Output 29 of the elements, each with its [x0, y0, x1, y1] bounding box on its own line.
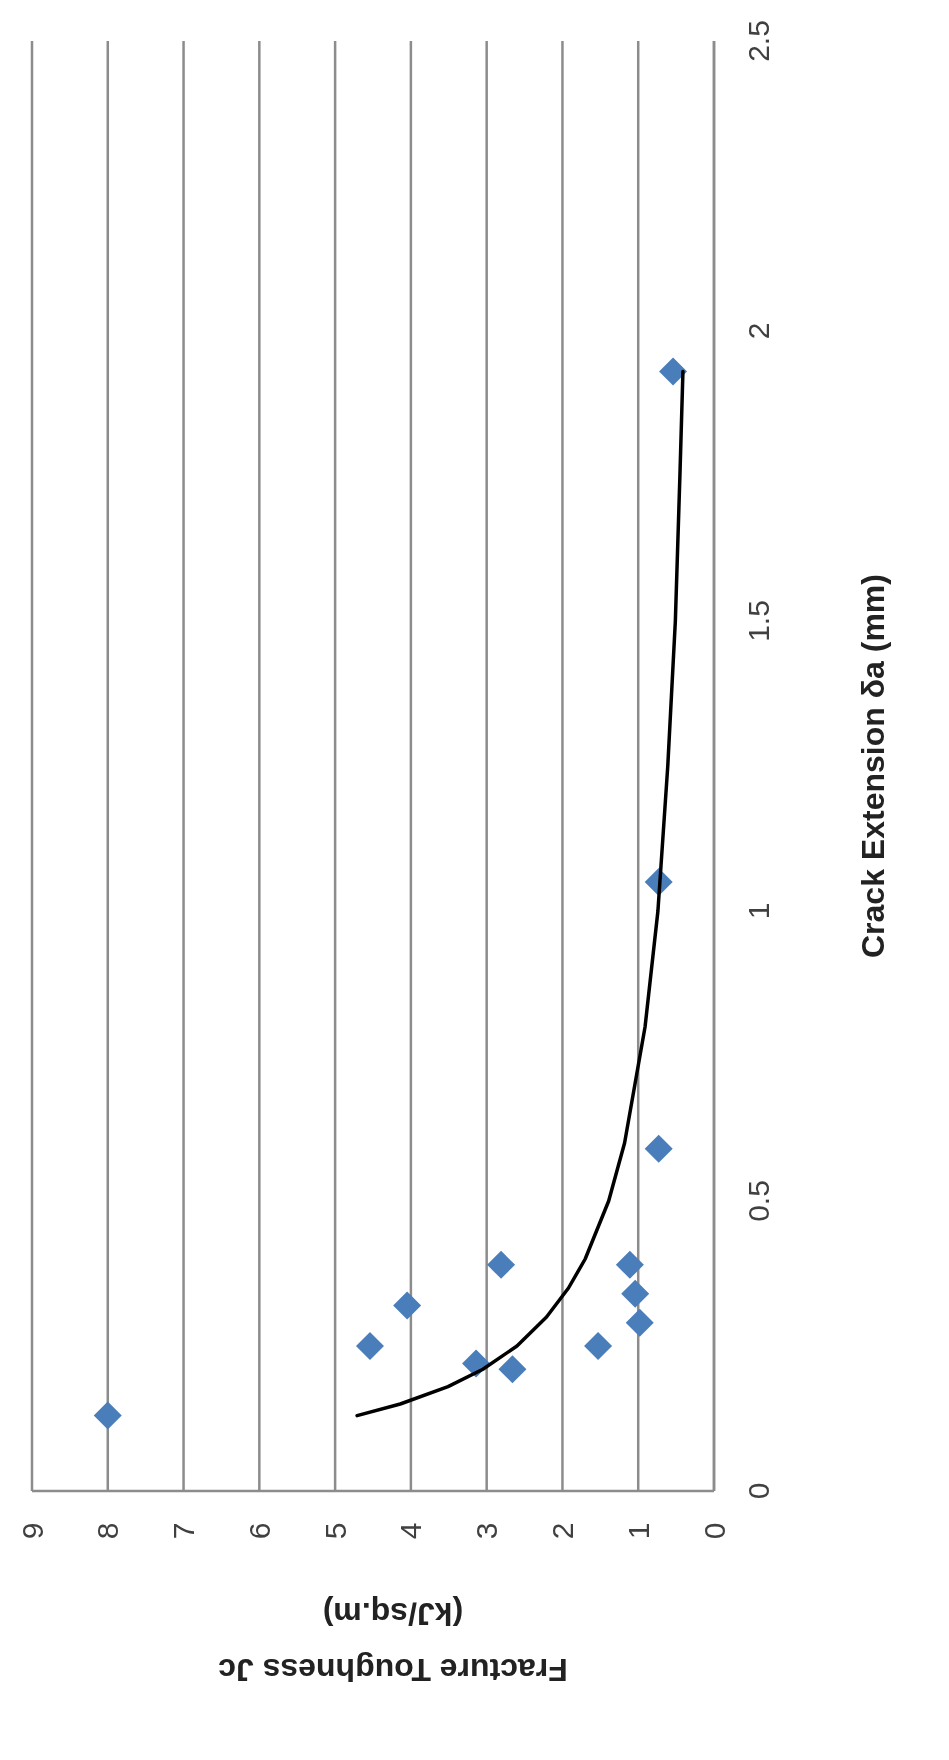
point — [615, 1250, 644, 1279]
y-tick-label: 0.5 — [741, 1180, 775, 1222]
x-tick-label: 4 — [394, 1522, 428, 1540]
y-tick-label: 1.5 — [741, 600, 775, 642]
x-tick-label: 7 — [167, 1522, 201, 1540]
y-tick-label: 2.5 — [741, 20, 775, 62]
point — [659, 357, 688, 386]
point — [355, 1332, 384, 1360]
y-tick-label: 0 — [741, 1482, 775, 1500]
point — [487, 1250, 516, 1279]
point — [93, 1401, 122, 1430]
x-tick-label: 1 — [621, 1522, 655, 1540]
x-axis-title: Fracture Toughness Jc (kJ/sq.m) — [218, 1596, 568, 1688]
x-tick-label: 6 — [242, 1522, 276, 1540]
point — [621, 1279, 650, 1308]
point — [584, 1332, 613, 1360]
x-tick-label: 9 — [15, 1522, 49, 1540]
x-tick-label: 2 — [545, 1522, 579, 1540]
x-tick-label: 3 — [470, 1522, 504, 1540]
x-tick-label: 8 — [91, 1522, 125, 1540]
x-tick-label: 0 — [697, 1522, 731, 1540]
point — [625, 1308, 654, 1337]
y-tick-label: 2 — [741, 322, 775, 340]
point — [393, 1291, 422, 1320]
x-tick-label: 5 — [318, 1522, 352, 1540]
y-axis-title: Crack Extension δa (mm) — [855, 574, 891, 958]
point — [498, 1355, 527, 1384]
y-tick-label: 1 — [741, 902, 775, 920]
point — [644, 1134, 673, 1163]
